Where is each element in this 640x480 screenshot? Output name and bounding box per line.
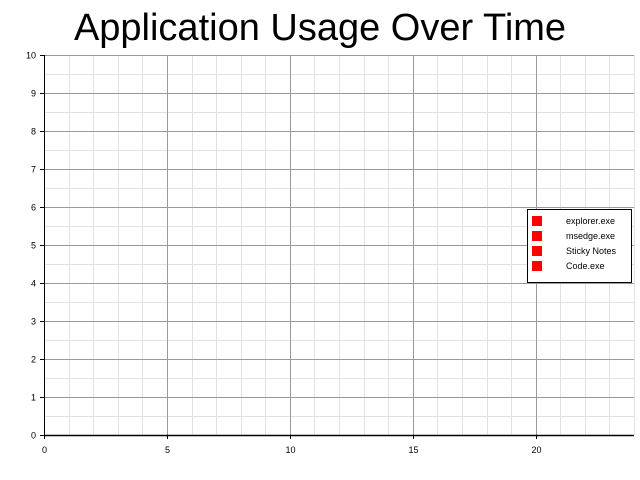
y-tick-label: 3 [31, 317, 36, 327]
x-tick-label: 0 [42, 445, 47, 455]
legend-label: Code.exe [566, 261, 605, 271]
legend-swatch [532, 261, 542, 271]
y-tick-label: 1 [31, 393, 36, 403]
legend-box [527, 209, 632, 283]
legend-swatch [532, 216, 542, 226]
y-tick-label: 6 [31, 203, 36, 213]
axes [44, 55, 634, 437]
x-tick-label: 5 [165, 445, 170, 455]
legend-label: Sticky Notes [566, 246, 617, 256]
y-tick-label: 10 [26, 51, 36, 61]
y-tick-label: 2 [31, 355, 36, 365]
chart-title: Application Usage Over Time [73, 7, 567, 49]
legend-swatch [532, 231, 542, 241]
legend-label: explorer.exe [566, 216, 615, 226]
x-tick-label: 20 [531, 445, 541, 455]
y-tick-label: 7 [31, 165, 36, 175]
y-tick-label: 0 [31, 431, 36, 441]
x-tick-label: 15 [408, 445, 418, 455]
y-tick-label: 8 [31, 127, 36, 137]
legend-label: msedge.exe [566, 231, 615, 241]
legend: explorer.exe msedge.exe Sticky Notes Code.e… [527, 209, 632, 283]
x-tick-label: 10 [285, 445, 295, 455]
legend-swatch [532, 246, 542, 256]
y-tick-label: 4 [31, 279, 36, 289]
y-tick-label: 5 [31, 241, 36, 251]
y-tick-label: 9 [31, 89, 36, 99]
tick-labels: 0 1 2 3 4 5 6 7 8 9 10 0 5 10 15 20 [26, 51, 542, 456]
